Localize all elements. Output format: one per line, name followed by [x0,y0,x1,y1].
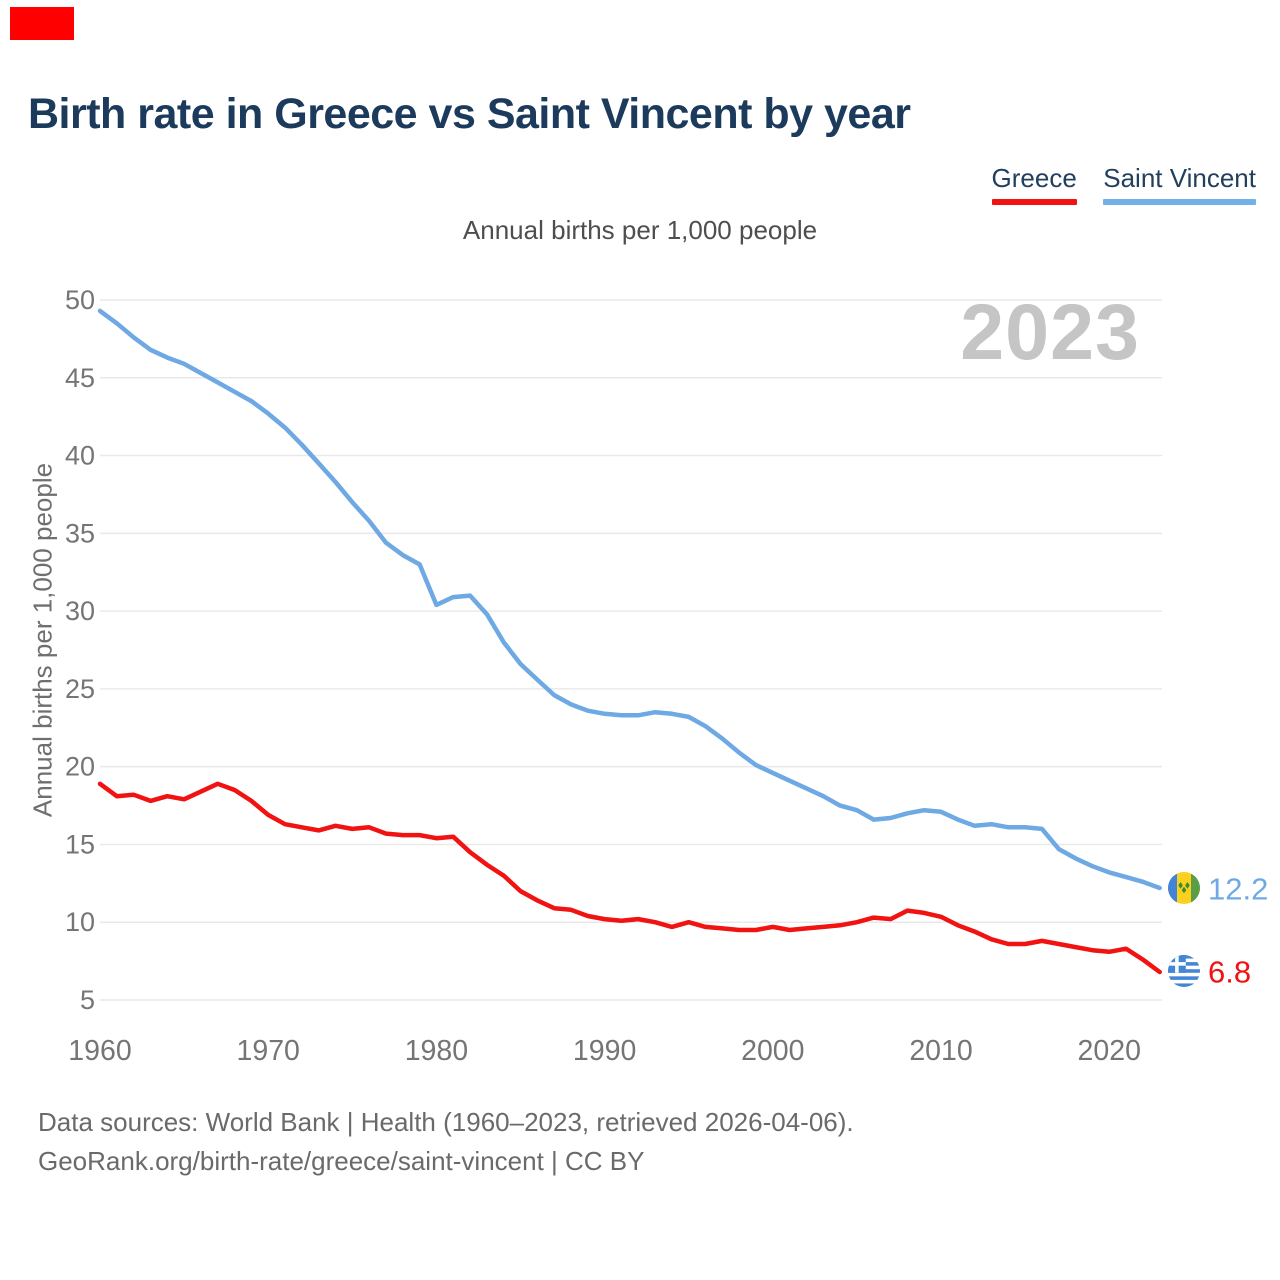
y-tick-label: 50 [65,285,95,315]
x-tick-label: 2010 [909,1035,972,1067]
chart-legend: Greece Saint Vincent [0,163,1256,205]
x-tick-label: 1960 [68,1035,131,1067]
y-tick-label: 40 [65,441,95,471]
y-tick-label: 5 [80,985,95,1015]
watermark-year: 2023 [960,287,1140,376]
top-left-red-marker [10,7,74,40]
x-tick-label: 2020 [1078,1035,1141,1067]
legend-underline-saint-vincent [1103,199,1256,205]
legend-label-greece: Greece [991,163,1077,193]
x-tick-label: 1970 [237,1035,300,1067]
footer: Data sources: World Bank | Health (1960–… [38,1103,854,1181]
y-axis-ticks: 5 10 15 20 25 30 35 40 45 50 [65,285,95,1015]
legend-item-greece[interactable]: Greece [991,163,1077,205]
y-tick-label: 30 [65,596,95,626]
y-tick-label: 15 [65,829,95,859]
y-tick-label: 35 [65,518,95,548]
page-title: Birth rate in Greece vs Saint Vincent by… [28,90,911,138]
saint-vincent-flag-icon [1168,872,1200,904]
y-tick-label: 20 [65,752,95,782]
legend-label-saint-vincent: Saint Vincent [1103,163,1256,193]
legend-underline-greece [991,199,1077,205]
footer-url-line: GeoRank.org/birth-rate/greece/saint-vinc… [38,1146,645,1176]
footer-sources-line: Data sources: World Bank | Health (1960–… [38,1107,854,1137]
saint-vincent-end-value: 12.2 [1208,872,1268,907]
chart-subtitle: Annual births per 1,000 people [462,215,818,245]
gridlines [100,299,1162,1001]
greece-flag-icon [1168,955,1200,987]
greece-line[interactable] [97,781,1162,975]
greece-end-value: 6.8 [1208,955,1251,990]
x-tick-label: 1980 [405,1035,468,1067]
y-tick-label: 25 [65,674,95,704]
series-lines [97,308,1162,975]
x-tick-label: 2000 [741,1035,804,1067]
x-tick-label: 1990 [573,1035,636,1067]
saint-vincent-line[interactable] [97,308,1162,891]
legend-item-saint-vincent[interactable]: Saint Vincent [1103,163,1256,205]
x-axis-ticks: 1960 1970 1980 1990 2000 2010 2020 [68,1035,1141,1067]
y-tick-label: 10 [65,907,95,937]
y-tick-label: 45 [65,363,95,393]
